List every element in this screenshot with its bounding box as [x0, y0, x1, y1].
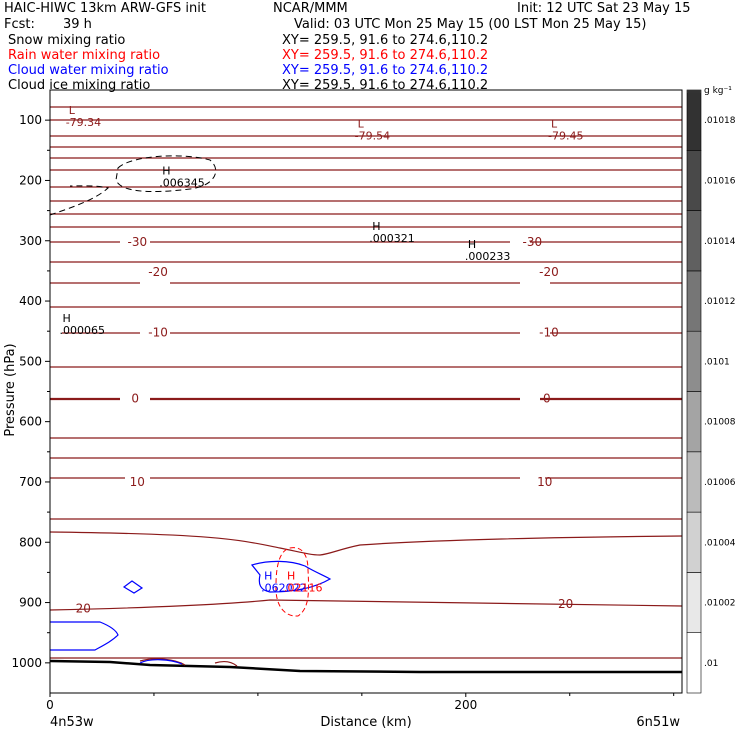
extremum-value: -79.45	[548, 129, 583, 142]
colorbar-label: .01002	[704, 599, 736, 609]
isotherm-label: 10	[537, 475, 552, 489]
y-tick-label: 100	[19, 113, 42, 127]
surface-isotherm-bump	[139, 658, 238, 667]
colorbar-swatch	[686, 89, 702, 151]
y-tick-label: 400	[19, 294, 42, 308]
x-axis-title: Distance (km)	[320, 715, 411, 730]
field-snow-name: Snow mixing ratio	[8, 33, 126, 48]
extremum-marker: L	[358, 117, 365, 130]
colorbar-cap	[687, 90, 701, 93]
field-cloud-ice-xy: XY= 259.5, 91.6 to 274.6,110.2	[282, 78, 489, 93]
valid-time: Valid: 03 UTC Mon 25 May 15 (00 LST Mon …	[294, 17, 647, 32]
forecast-label: Fcst:	[4, 17, 35, 32]
colorbar-label: .01016	[704, 176, 736, 186]
isotherm-label: -10	[539, 325, 559, 339]
field-cloud-water-xy: XY= 259.5, 91.6 to 274.6,110.2	[282, 63, 489, 78]
isotherm-label: -10	[148, 325, 168, 339]
y-tick-label: 300	[19, 234, 42, 248]
extremum-value: -79.34	[66, 116, 101, 129]
isotherm-label: -20	[148, 265, 168, 279]
isotherm-label: 0	[131, 392, 139, 406]
isotherm-label: 20	[558, 597, 573, 611]
extremum-marker: H	[62, 312, 70, 325]
extremum-value: .006345	[159, 176, 205, 189]
field-rain-xy: XY= 259.5, 91.6 to 274.6,110.2	[282, 48, 489, 63]
colorbar-label: .01018	[704, 116, 736, 126]
colorbar-label: .01004	[704, 538, 736, 548]
extremum-marker: L	[69, 104, 76, 117]
colorbar-label: .01008	[704, 418, 736, 428]
extremum-marker: H	[264, 570, 272, 583]
colorbar-swatch	[686, 451, 702, 513]
cloud-water-contours	[50, 560, 332, 665]
colorbar-label: .01014	[704, 237, 736, 247]
isotherm-labels: -30 -30 -20 -20 -10 -10 0 0 10 10 20 20	[76, 235, 574, 616]
x-tick-label: 0	[46, 698, 54, 712]
field-snow-xy: XY= 259.5, 91.6 to 274.6,110.2	[282, 33, 489, 48]
isotherm-label: -20	[539, 265, 559, 279]
colorbar-swatch	[686, 572, 702, 634]
model-title: HAIC-HIWC 13km ARW-GFS init	[4, 1, 206, 16]
colorbar-swatch	[686, 391, 702, 453]
isotherm-lines	[49, 106, 683, 659]
y-tick-label: 800	[19, 535, 42, 549]
field-rain-name: Rain water mixing ratio	[8, 48, 161, 63]
colorbar-swatch	[686, 330, 702, 392]
y-tick-label: 1000	[11, 656, 42, 670]
x-endpoint-right: 6n51w	[636, 715, 680, 730]
isotherm-label: 20	[76, 602, 91, 616]
colorbar-label: .01006	[704, 478, 736, 488]
snow-ice-contours	[49, 155, 217, 216]
y-axis-title: Pressure (hPa)	[3, 343, 18, 436]
extremum-marker: H	[468, 238, 476, 251]
extremum-marker: H	[287, 570, 295, 583]
colorbar-swatch	[686, 210, 702, 272]
colorbar-unit: g kg⁻¹	[704, 86, 732, 96]
extremum-value: .062022	[261, 582, 307, 595]
y-tick-label: 200	[19, 173, 42, 187]
field-cloud-water-name: Cloud water mixing ratio	[8, 63, 169, 78]
org-label: NCAR/MMM	[273, 1, 348, 16]
colorbar-label: .01012	[704, 297, 736, 307]
y-tick-label: 900	[19, 596, 42, 610]
colorbar-swatch	[686, 632, 702, 694]
extremum-value: .000065	[59, 324, 104, 337]
x-axis: 0 200	[46, 693, 675, 712]
extremum-marker: H	[162, 164, 170, 177]
colorbar-label: .0101	[704, 357, 730, 367]
plot-frame	[49, 89, 683, 694]
extremum-value: .000233	[465, 250, 511, 263]
y-tick-label: 500	[19, 354, 42, 368]
forecast-hours: 39 h	[63, 17, 92, 32]
extremum-marker: L	[551, 117, 558, 130]
isotherm-label: 10	[130, 475, 145, 489]
colorbar-swatch	[686, 150, 702, 211]
isotherm-label: -30	[523, 235, 543, 249]
isotherm-label: -30	[128, 235, 148, 249]
extremum-marker: H	[372, 220, 380, 233]
extremum-value: .000321	[369, 232, 415, 245]
colorbar: .01 .01002 .01004 .01006 .01008 .0101 .01012 .0…	[686, 89, 736, 694]
y-tick-label: 600	[19, 415, 42, 429]
colorbar-swatch	[686, 511, 702, 573]
extremum-value: .02116	[284, 582, 323, 595]
colorbar-label: .01	[704, 659, 718, 669]
ground-surface-line	[49, 659, 682, 674]
y-tick-label: 700	[19, 475, 42, 489]
isotherm-label: 0	[543, 392, 551, 406]
y-axis: 100 200 300 400 500 600 700 800 900 1000	[11, 113, 50, 670]
x-tick-label: 200	[454, 698, 477, 712]
rain-water-contour	[275, 547, 310, 617]
extremum-value: -79.54	[355, 129, 390, 142]
colorbar-swatch	[686, 270, 702, 332]
init-time: Init: 12 UTC Sat 23 May 15	[517, 1, 691, 16]
field-cloud-ice-name: Cloud ice mixing ratio	[8, 78, 151, 93]
x-endpoint-left: 4n53w	[50, 715, 94, 730]
